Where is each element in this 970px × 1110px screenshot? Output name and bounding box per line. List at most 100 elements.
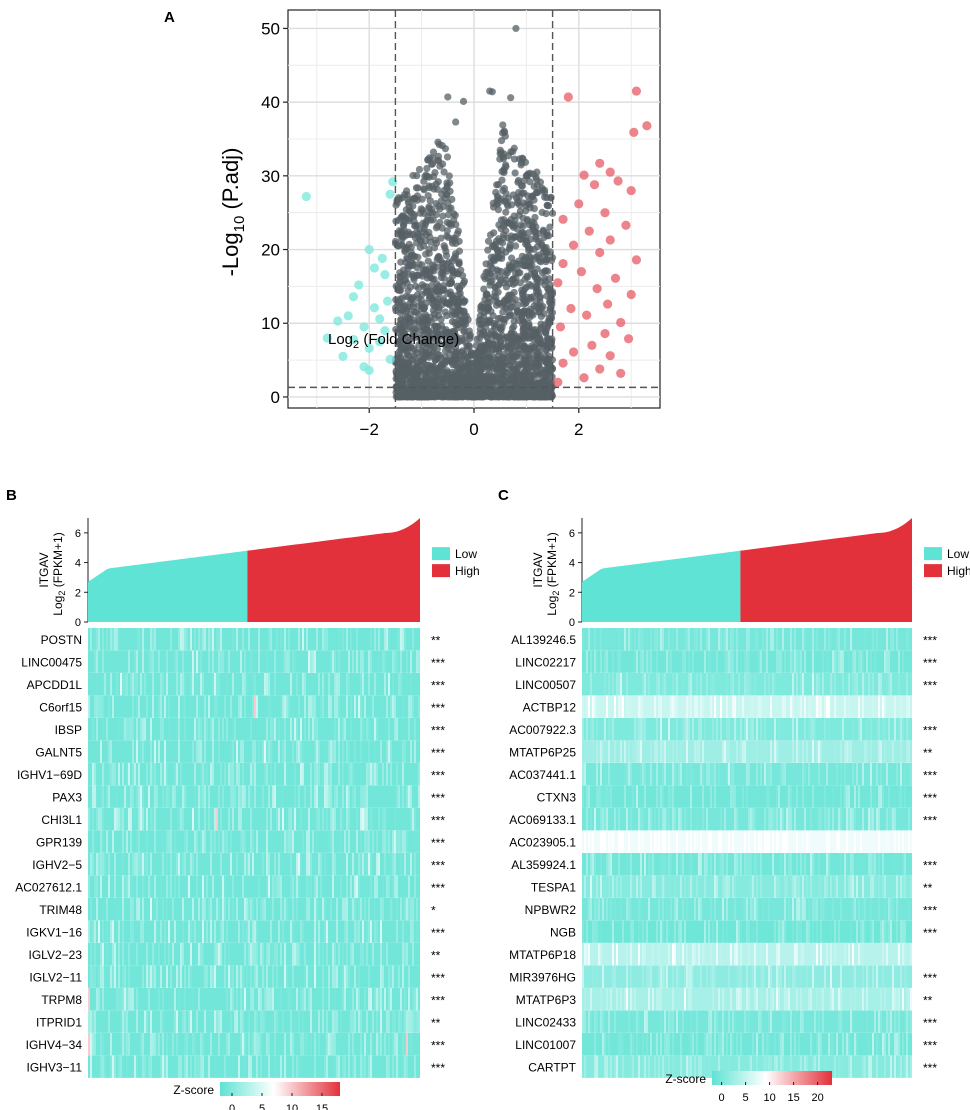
heatmap-cell <box>608 718 610 741</box>
heatmap-cell <box>156 920 158 943</box>
heatmap-cell <box>120 988 122 1011</box>
heatmap-cell <box>344 718 346 741</box>
heatmap-cell <box>224 763 226 786</box>
heatmap-cell <box>138 853 140 876</box>
heatmap-row <box>88 875 420 899</box>
heatmap-cell <box>746 673 748 696</box>
heatmap-cell <box>290 898 292 921</box>
heatmap-cell <box>306 628 308 651</box>
heatmap-cell <box>354 695 356 718</box>
heatmap-cell <box>122 1033 124 1056</box>
grey-point <box>432 199 440 208</box>
heatmap-cell <box>274 673 276 696</box>
heatmap-cell <box>336 785 338 808</box>
heatmap-row-background <box>88 650 420 673</box>
heatmap-cell <box>156 1033 158 1056</box>
grey-point <box>508 324 517 333</box>
heatmap-cell <box>194 763 196 786</box>
heatmap-cell <box>394 853 396 876</box>
heatmap-cell <box>128 650 130 673</box>
heatmap-cell <box>212 673 214 696</box>
heatmap-cell <box>132 673 134 696</box>
heatmap-cell <box>142 673 144 696</box>
grey-point <box>495 370 504 378</box>
heatmap-cell <box>804 695 806 718</box>
grey-point <box>412 383 420 392</box>
heatmap-cell <box>206 875 208 898</box>
heatmap-cell <box>166 830 168 853</box>
heatmap-cell <box>248 1055 250 1078</box>
heatmap-cell <box>214 943 216 966</box>
row-label: IGKV1−16 <box>26 925 82 939</box>
heatmap-cell <box>352 1010 354 1033</box>
heatmap-cell <box>818 673 820 696</box>
heatmap-cell <box>360 1010 362 1033</box>
grey-point <box>527 345 535 353</box>
heatmap-cell <box>258 1033 260 1056</box>
heatmap-cell <box>804 628 806 651</box>
heatmap-cell <box>216 808 218 831</box>
heatmap-cell <box>414 853 416 876</box>
y-tick-label: 30 <box>261 167 280 186</box>
grey-point <box>538 338 546 346</box>
grey-point <box>499 308 507 316</box>
heatmap-cell <box>188 875 190 898</box>
heatmap-cell <box>252 673 254 696</box>
heatmap-cell <box>690 695 692 718</box>
heatmap-cell <box>152 1033 154 1056</box>
heatmap-cell <box>768 763 770 786</box>
heatmap-cell <box>386 695 388 718</box>
up-point <box>592 284 602 294</box>
grey-point <box>443 153 452 161</box>
heatmap-cell <box>260 1055 262 1078</box>
heatmap-cell <box>726 628 728 651</box>
heatmap-cell <box>98 965 100 988</box>
heatmap-cell <box>284 695 286 718</box>
heatmap-cell <box>140 673 142 696</box>
heatmap-cell <box>366 1010 368 1033</box>
heatmap-cell <box>400 898 402 921</box>
heatmap-cell <box>94 1033 96 1056</box>
heatmap-cell <box>334 808 336 831</box>
heatmap-cell <box>828 628 830 651</box>
heatmap-cell <box>712 763 714 786</box>
heatmap-cell <box>764 718 766 741</box>
heatmap-cell <box>274 718 276 741</box>
up-point <box>579 170 589 180</box>
heatmap-cell <box>174 920 176 943</box>
heatmap-cell <box>752 763 754 786</box>
heatmap-cell <box>734 695 736 718</box>
heatmap-cell <box>390 965 392 988</box>
heatmap-cell <box>756 718 758 741</box>
heatmap-cell <box>138 898 140 921</box>
heatmap-cell <box>328 785 330 808</box>
heatmap-cell <box>816 740 818 763</box>
heatmap-cell <box>108 875 110 898</box>
heatmap-cell <box>392 965 394 988</box>
heatmap-cell <box>212 965 214 988</box>
heatmap-cell <box>168 785 170 808</box>
heatmap-cell <box>124 673 126 696</box>
heatmap-cell <box>122 965 124 988</box>
heatmap-cell <box>110 1033 112 1056</box>
heatmap-cell <box>202 1055 204 1078</box>
down-point <box>343 311 353 321</box>
heatmap-cell <box>314 740 316 763</box>
heatmap-cell <box>302 988 304 1011</box>
heatmap-cell <box>102 988 104 1011</box>
heatmap-cell <box>888 673 890 696</box>
heatmap-cell <box>136 628 138 651</box>
heatmap-row <box>88 1055 420 1079</box>
heatmap-row <box>88 898 420 921</box>
heatmap-cell <box>186 1055 188 1078</box>
grey-point <box>466 377 474 385</box>
up-point <box>595 158 605 168</box>
heatmap-cell <box>700 628 702 651</box>
heatmap-cell <box>654 628 656 651</box>
heatmap-cell <box>672 763 674 786</box>
heatmap-cell <box>178 695 180 718</box>
heatmap-cell <box>812 650 814 673</box>
heatmap-cell <box>360 673 362 696</box>
heatmap-cell <box>394 1033 396 1056</box>
heatmap-cell <box>696 740 698 763</box>
